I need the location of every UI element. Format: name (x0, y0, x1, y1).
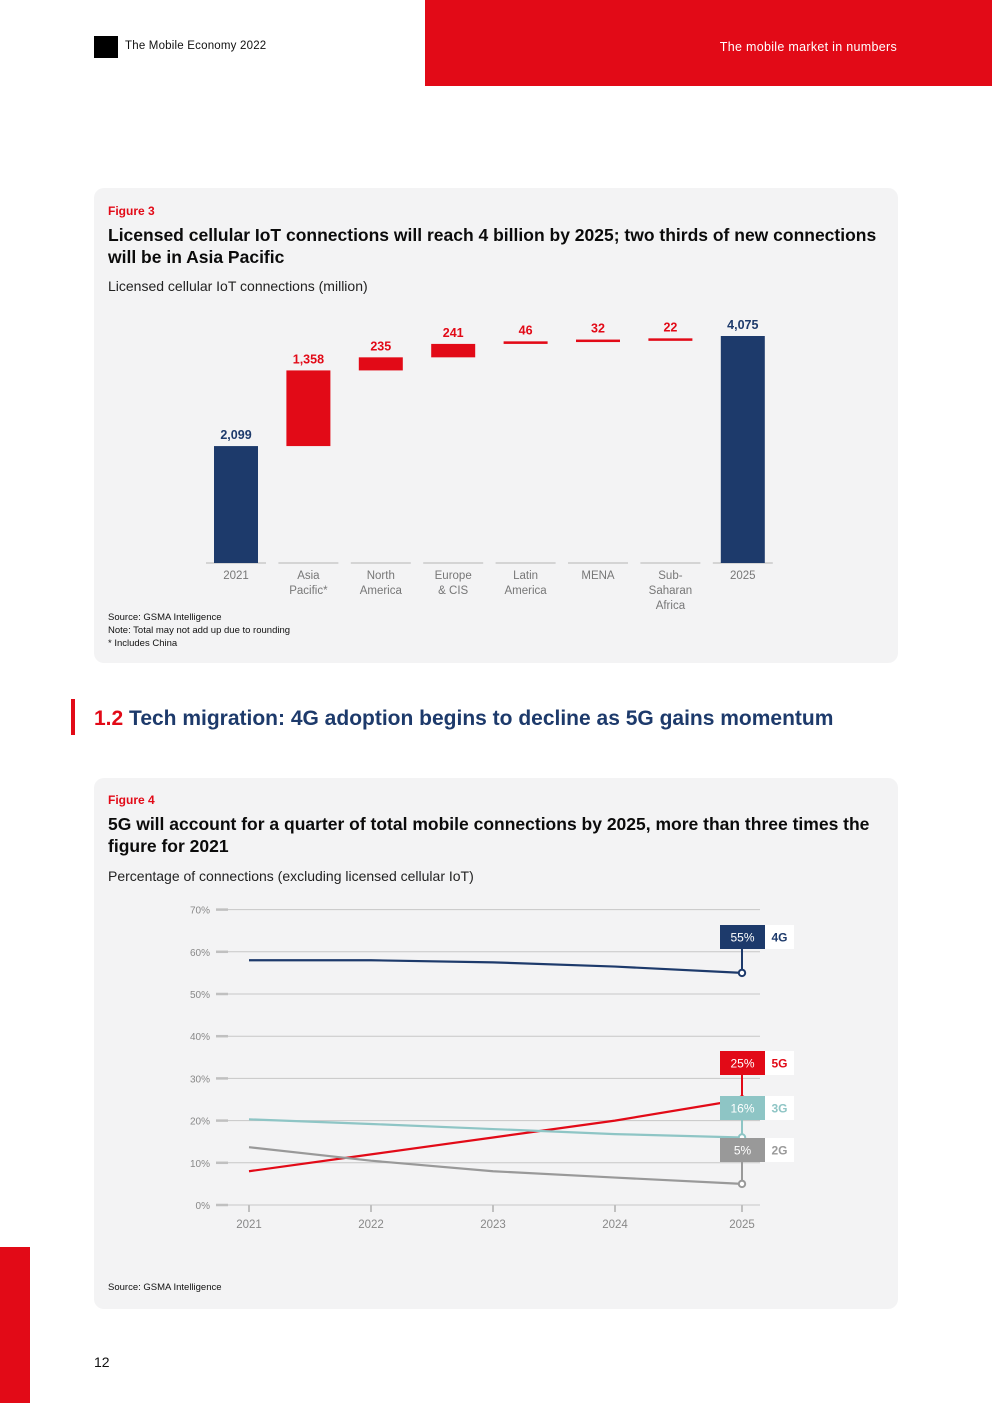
series-name-box (765, 1096, 794, 1120)
section-heading: 1.2 Tech migration: 4G adoption begins t… (94, 704, 894, 734)
x-tick-label: 2023 (480, 1219, 506, 1231)
end-value-label: 5% (734, 1144, 752, 1158)
end-value-label: 55% (730, 931, 754, 945)
category-label: Saharan (649, 585, 692, 597)
data-label: 46 (519, 323, 533, 337)
figure-3-notes: Source: GSMA Intelligence Note: Total ma… (108, 611, 290, 650)
series-name-box (765, 1051, 794, 1075)
figure-3-panel: Figure 3 Licensed cellular IoT connectio… (94, 188, 898, 663)
series-line-3g (248, 1118, 743, 1139)
category-label: Asia (297, 570, 320, 582)
category-label: Europe (435, 570, 472, 582)
series-name-box (765, 925, 794, 949)
figure-4-label: Figure 4 (108, 793, 155, 807)
end-point (737, 1179, 747, 1189)
end-value-label: 25% (730, 1057, 754, 1071)
bar-2025 (720, 336, 765, 563)
end-point (737, 968, 747, 978)
rounding-note: Note: Total may not add up due to roundi… (108, 625, 291, 636)
x-tick-label: 2022 (358, 1219, 384, 1231)
series-name-box (765, 1138, 794, 1162)
section-accent-bar (71, 699, 75, 735)
category-label: Pacific* (289, 585, 328, 597)
line-chart: 0% 10% 20% 30% 40% 50% 60% 70% 2021 2022 2023 2024 2… (190, 906, 794, 1231)
bar-europe-cis (431, 343, 476, 358)
bar-2021 (214, 446, 258, 563)
data-label: 22 (663, 320, 677, 334)
category-label: 2021 (223, 570, 249, 582)
end-value-box (720, 1138, 765, 1162)
y-tick-label: 60% (190, 948, 210, 959)
bar-mena (576, 339, 620, 343)
end-value-label: 16% (730, 1102, 754, 1116)
category-label: Africa (656, 600, 686, 612)
category-label: & CIS (438, 585, 468, 597)
category-label: MENA (581, 570, 615, 582)
figure-3-label: Figure 3 (108, 204, 155, 218)
data-label: 4,075 (727, 318, 758, 332)
source-note: Source: GSMA Intelligence (108, 612, 222, 623)
side-accent-bar (0, 1247, 30, 1403)
section-heading-text: Tech migration: 4G adoption begins to de… (129, 707, 834, 730)
end-value-box (720, 1051, 765, 1075)
figure-4-subtitle: Percentage of connections (excluding lic… (108, 868, 474, 884)
figure-4-notes: Source: GSMA Intelligence (108, 1281, 222, 1294)
category-label: America (505, 585, 548, 597)
series-name-label: 2G (771, 1144, 787, 1158)
source-note: Source: GSMA Intelligence (108, 1282, 222, 1293)
y-tick-label: 10% (190, 1159, 210, 1170)
end-value-box (720, 925, 765, 949)
series-name-label: 4G (771, 931, 787, 945)
bar-latin-america (503, 341, 548, 344)
china-note: * Includes China (108, 638, 178, 649)
figure-4-panel: Figure 4 5G will account for a quarter o… (94, 778, 898, 1309)
data-label: 2,099 (220, 428, 251, 442)
figure-3-title: Licensed cellular IoT connections will r… (108, 225, 877, 267)
data-label: 1,358 (293, 352, 324, 366)
y-tick-label: 30% (190, 1074, 210, 1085)
waterfall-chart: 2,099 2021 1,358 Asia Pacific* 235 North Americ… (206, 318, 773, 612)
category-label: Latin (513, 570, 538, 582)
data-label: 235 (370, 339, 391, 353)
section-number: 1.2 (94, 707, 124, 730)
series-line-4g (249, 959, 743, 974)
category-label: America (360, 585, 403, 597)
y-tick-label: 50% (190, 990, 210, 1001)
y-tick-label: 40% (190, 1032, 210, 1043)
page-number: 12 (94, 1354, 110, 1370)
series-line-2g (248, 1146, 743, 1185)
end-value-box (720, 1096, 765, 1120)
bar-asia-pacific (286, 370, 331, 447)
figure-3-subtitle: Licensed cellular IoT connections (milli… (108, 278, 368, 294)
figure-4-title: 5G will account for a quarter of total m… (108, 814, 870, 856)
gsma-logo-icon (94, 36, 118, 58)
section-title: The mobile market in numbers (719, 40, 897, 54)
y-tick-label: 70% (190, 906, 210, 917)
y-tick-label: 20% (190, 1117, 210, 1128)
category-label: North (367, 570, 395, 582)
series-line-5g (248, 1098, 743, 1173)
x-tick-label: 2021 (236, 1219, 262, 1231)
x-tick-label: 2025 (729, 1219, 755, 1231)
data-label: 32 (591, 322, 605, 336)
bar-sub--saharan-africa (648, 338, 693, 341)
category-label: 2025 (730, 570, 756, 582)
series-name-label: 3G (771, 1102, 787, 1116)
series-name-label: 5G (771, 1057, 787, 1071)
header-band (425, 0, 992, 86)
y-tick-label: 0% (196, 1201, 211, 1212)
bar-north-america (358, 357, 403, 371)
document-title: The Mobile Economy 2022 (125, 40, 267, 52)
category-label: Sub- (658, 570, 682, 582)
data-label: 241 (443, 326, 464, 340)
x-tick-label: 2024 (602, 1219, 628, 1231)
